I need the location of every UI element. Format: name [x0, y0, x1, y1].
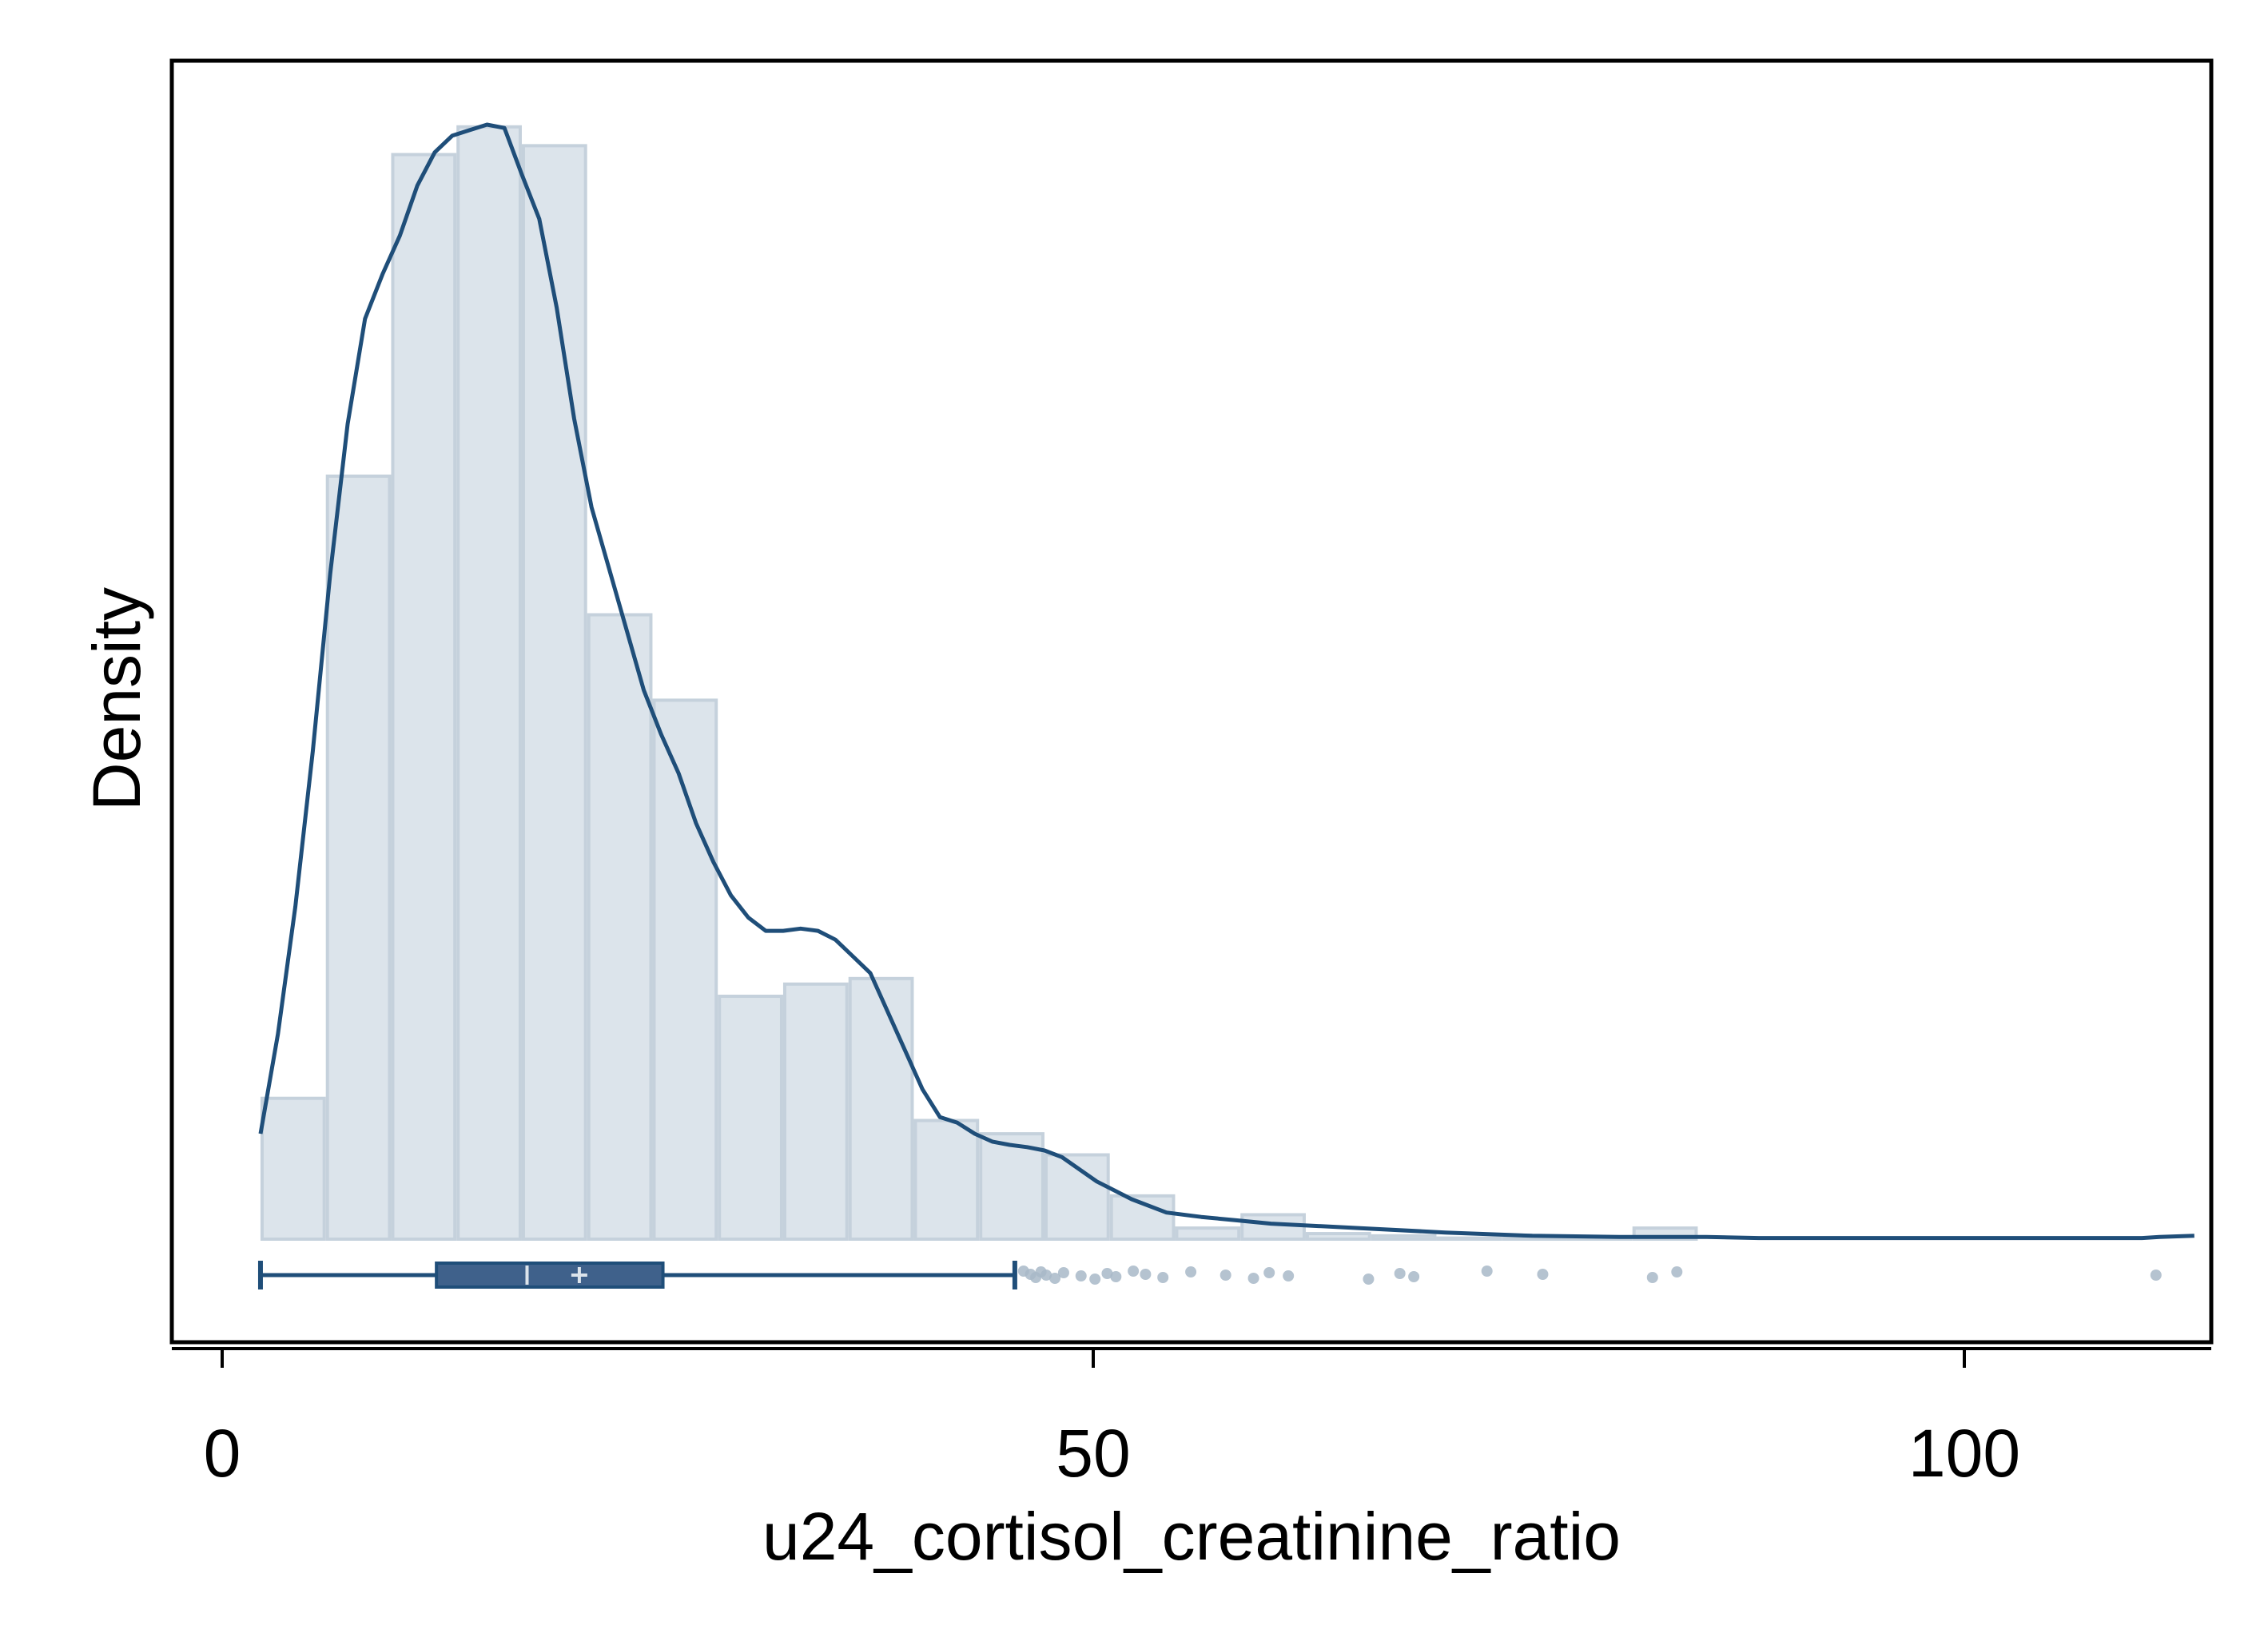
- histogram-bar: [391, 153, 457, 1241]
- outlier-point: [1363, 1274, 1375, 1285]
- histogram-bar: [1240, 1213, 1306, 1241]
- histogram-bar: [1175, 1226, 1241, 1241]
- x-tick-label: 0: [204, 1416, 241, 1491]
- outlier-point: [1408, 1271, 1420, 1282]
- histogram-bar: [652, 698, 718, 1241]
- histogram-bar: [1436, 1236, 1502, 1241]
- outlier-point: [1101, 1268, 1113, 1279]
- outlier-point: [1537, 1269, 1549, 1280]
- outlier-point: [1128, 1266, 1140, 1277]
- histogram-bar: [979, 1132, 1044, 1241]
- histogram-bar: [718, 995, 783, 1241]
- outlier-point: [1057, 1267, 1069, 1278]
- outlier-point: [1185, 1266, 1197, 1277]
- histogram-bar: [521, 144, 587, 1241]
- y-axis-label: Density: [79, 587, 154, 811]
- outlier-point: [1040, 1270, 1052, 1281]
- outlier-point: [1140, 1269, 1152, 1280]
- x-tick-label: 100: [1908, 1416, 2020, 1491]
- histogram-bar: [1305, 1232, 1371, 1241]
- density-curve-layer: [258, 122, 2194, 1241]
- x-tick-label: 50: [1056, 1416, 1130, 1491]
- density-curve: [258, 122, 2194, 1241]
- histogram-bar: [260, 1096, 326, 1242]
- outlier-point: [1671, 1266, 1683, 1277]
- outlier-point: [1263, 1267, 1275, 1278]
- histogram-bar: [1502, 1236, 1567, 1241]
- outlier-point: [1283, 1270, 1295, 1281]
- histogram-bar: [848, 976, 914, 1242]
- outlier-point: [1089, 1274, 1101, 1285]
- outlier-point: [1394, 1268, 1406, 1279]
- outlier-point: [1049, 1273, 1061, 1284]
- outlier-point: [1481, 1266, 1493, 1277]
- boxplot: [257, 1261, 2162, 1289]
- histogram-bar: [325, 475, 392, 1241]
- outlier-point: [1646, 1272, 1658, 1283]
- histogram-bar: [587, 613, 653, 1241]
- outlier-point: [1220, 1270, 1231, 1281]
- histogram-bar: [456, 125, 522, 1241]
- histogram-bar: [913, 1119, 980, 1242]
- outlier-point: [2150, 1270, 2162, 1281]
- outlier-point: [1110, 1271, 1122, 1282]
- histogram-bar: [782, 982, 849, 1241]
- outlier-point: [1247, 1273, 1259, 1284]
- histogram-bar: [1371, 1234, 1437, 1241]
- outlier-point: [1075, 1270, 1087, 1281]
- histogram-bars: [260, 125, 1698, 1242]
- x-axis-label: u24_cortisol_creatinine_ratio: [762, 1499, 1621, 1574]
- iqr-box: [435, 1262, 665, 1289]
- outlier-point: [1157, 1272, 1169, 1283]
- x-axis: 0 50 100: [172, 1347, 2211, 1491]
